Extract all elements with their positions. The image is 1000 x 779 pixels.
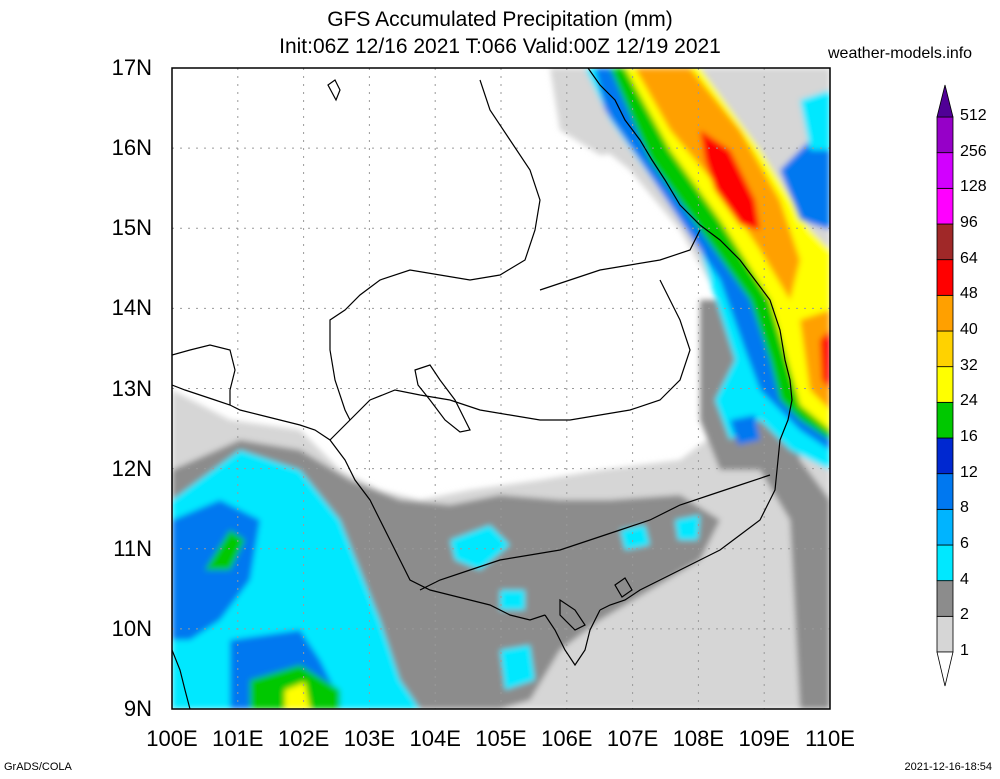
precip-cyan-south5 (500, 645, 535, 690)
colorbar-cell (936, 544, 954, 582)
precip-red-core (700, 130, 760, 230)
precip-yellow-band (625, 68, 830, 430)
laos-border (329, 79, 541, 421)
longitude-label: 110E (805, 726, 855, 751)
longitude-label: 102E (277, 726, 330, 751)
legend-level-label: 32 (960, 356, 978, 374)
legend-level-label: 1 (960, 642, 969, 659)
latitude-label: 17N (111, 55, 152, 80)
precip-cyan-south3 (620, 525, 650, 550)
colorbar-cell (936, 187, 954, 225)
precip-green-sw (205, 530, 245, 570)
precip-cyan-south2 (500, 590, 525, 610)
graticule (172, 68, 830, 709)
colorbar (936, 84, 954, 687)
colorbar-cell (936, 330, 954, 368)
legend-level-label: 2 (960, 606, 969, 624)
tonle-sap (414, 364, 471, 433)
precip-orange-east (800, 310, 830, 410)
latitude-label: 10N (111, 615, 152, 641)
map-subtitle: Init:06Z 12/16 2021 T:066 Valid:00Z 12/1… (279, 35, 721, 58)
colorbar-cell (936, 152, 954, 189)
legend-level-label: 40 (960, 321, 978, 338)
colorbar-cell (936, 508, 954, 546)
map-title: GFS Accumulated Precipitation (mm) (327, 8, 673, 31)
precip-grey-north (550, 68, 640, 155)
longitude-label: 106E (541, 726, 593, 751)
longitude-label: 107E (606, 726, 659, 751)
legend-level-label: 256 (960, 142, 987, 160)
mekong-delta-coast (544, 609, 601, 667)
latitude-label: 13N (111, 375, 152, 401)
colorbar-cell (936, 615, 954, 653)
vietnam-coast (587, 68, 793, 611)
legend-level-label: 128 (960, 178, 987, 196)
longitude-label: 101E (212, 726, 264, 751)
northern-island (327, 79, 341, 102)
colorbar-cell (936, 116, 954, 154)
latitude-label: 15N (111, 215, 152, 241)
legend-level-label: 96 (960, 214, 978, 231)
colorbar-cell (936, 366, 954, 403)
footer-timestamp: 2021-12-16-18:54 (904, 761, 992, 773)
longitude-label: 103E (343, 726, 396, 751)
longitude-label: 105E (475, 726, 527, 751)
legend-level-label: 6 (960, 535, 969, 552)
footer-credit: GrADS/COLA (4, 761, 72, 773)
colorbar-cell (936, 437, 954, 475)
laos-vietnam-border (539, 229, 701, 291)
latitude-label: 16N (111, 135, 152, 161)
precip-cyan-south1 (450, 525, 510, 570)
precip-green-band (610, 68, 830, 440)
colorbar-cell (936, 223, 954, 261)
coastlines (172, 68, 793, 709)
colorbar-bottom-arrow (936, 651, 954, 687)
gulf-islands (559, 598, 586, 631)
map-frame (171, 67, 831, 710)
thai-cambodia-border (329, 279, 691, 441)
latitude-label: 12N (111, 455, 152, 481)
colorbar-cell (936, 259, 954, 296)
legend-level-label: 4 (960, 570, 969, 588)
colorbar-cell (936, 473, 954, 510)
longitude-label: 104E (409, 726, 461, 751)
longitude-label: 100E (146, 726, 198, 751)
longitude-label: 108E (672, 726, 725, 751)
precip-red-east (820, 330, 830, 390)
legend-level-label: 12 (960, 463, 978, 481)
legend-level-label: 48 (960, 285, 978, 303)
latitude-label: 9N (123, 696, 152, 721)
colorbar-cell (936, 580, 954, 617)
latitude-label: 11N (113, 535, 152, 561)
longitude-label: 109E (738, 726, 790, 751)
precip-blue-gulf (730, 415, 760, 445)
legend-level-label: 64 (960, 249, 978, 267)
precip-cyan-ne (800, 90, 830, 150)
legend-level-label: 8 (960, 499, 969, 517)
cambodia-border (419, 474, 771, 591)
latitude-label: 14N (111, 295, 152, 321)
colorbar-cell (936, 294, 954, 332)
precip-cyan-south4 (675, 515, 700, 540)
bay-islands (614, 577, 633, 598)
legend-level-label: 24 (960, 392, 978, 410)
precip-yellow-south (285, 682, 310, 709)
colorbar-top-arrow (936, 84, 954, 118)
colorbar-cell (936, 401, 954, 439)
site-label: weather-models.info (828, 45, 973, 62)
malay-coast (172, 649, 191, 709)
thai-north-border (172, 344, 236, 405)
legend-level-label: 16 (960, 428, 978, 445)
legend-level-label: 512 (960, 107, 987, 124)
